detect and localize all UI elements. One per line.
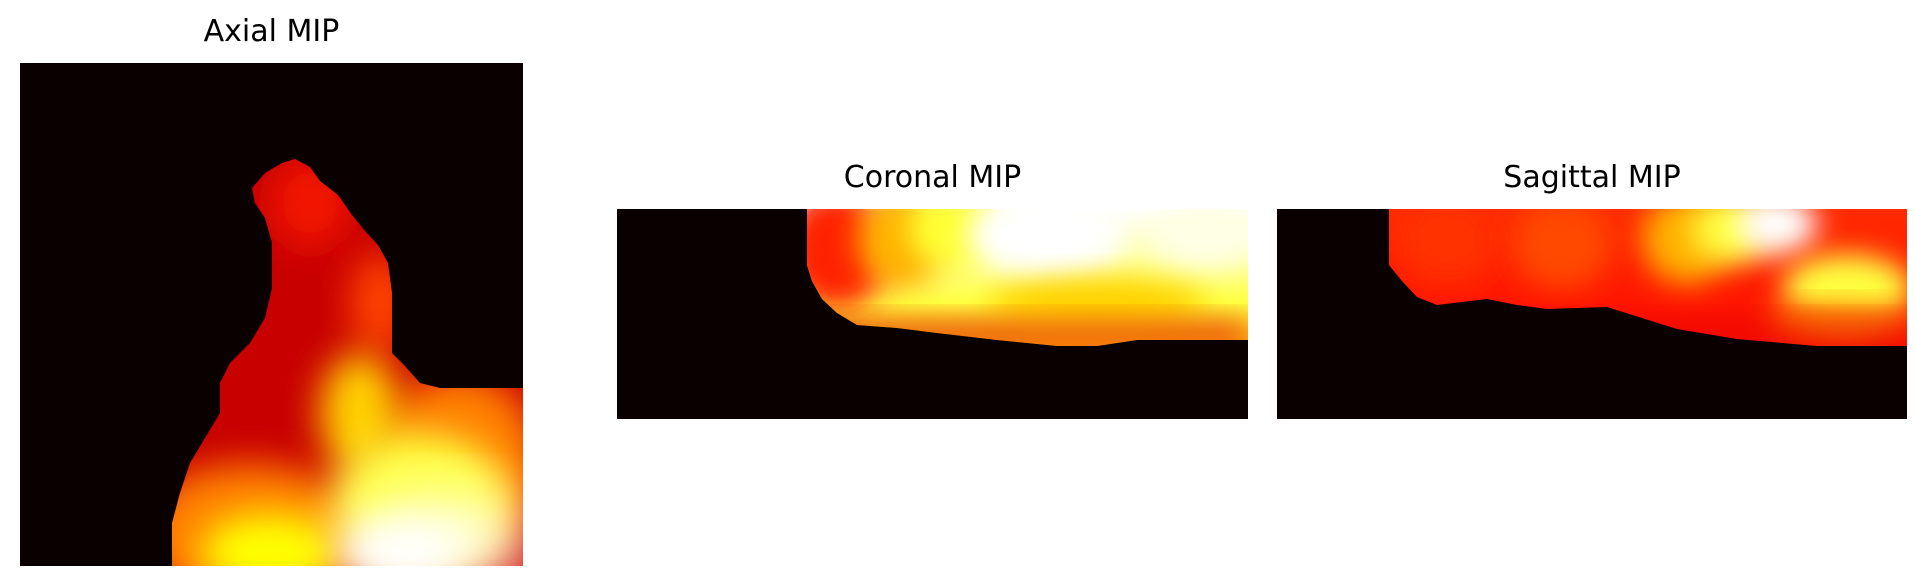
coronal-mip-render [617,209,1248,419]
coronal-mip-panel: Coronal MIP [617,160,1248,419]
axial-mip-image [20,63,523,566]
sagittal-mip-image [1277,209,1907,419]
coronal-mip-title: Coronal MIP [843,160,1022,195]
axial-mip-title: Axial MIP [203,14,340,49]
coronal-mip-image [617,209,1248,419]
axial-mip-render [20,63,523,566]
sagittal-mip-render [1277,209,1907,419]
sagittal-mip-panel: Sagittal MIP [1277,160,1907,419]
axial-mip-panel: Axial MIP [20,14,523,566]
sagittal-mip-title: Sagittal MIP [1503,160,1681,195]
